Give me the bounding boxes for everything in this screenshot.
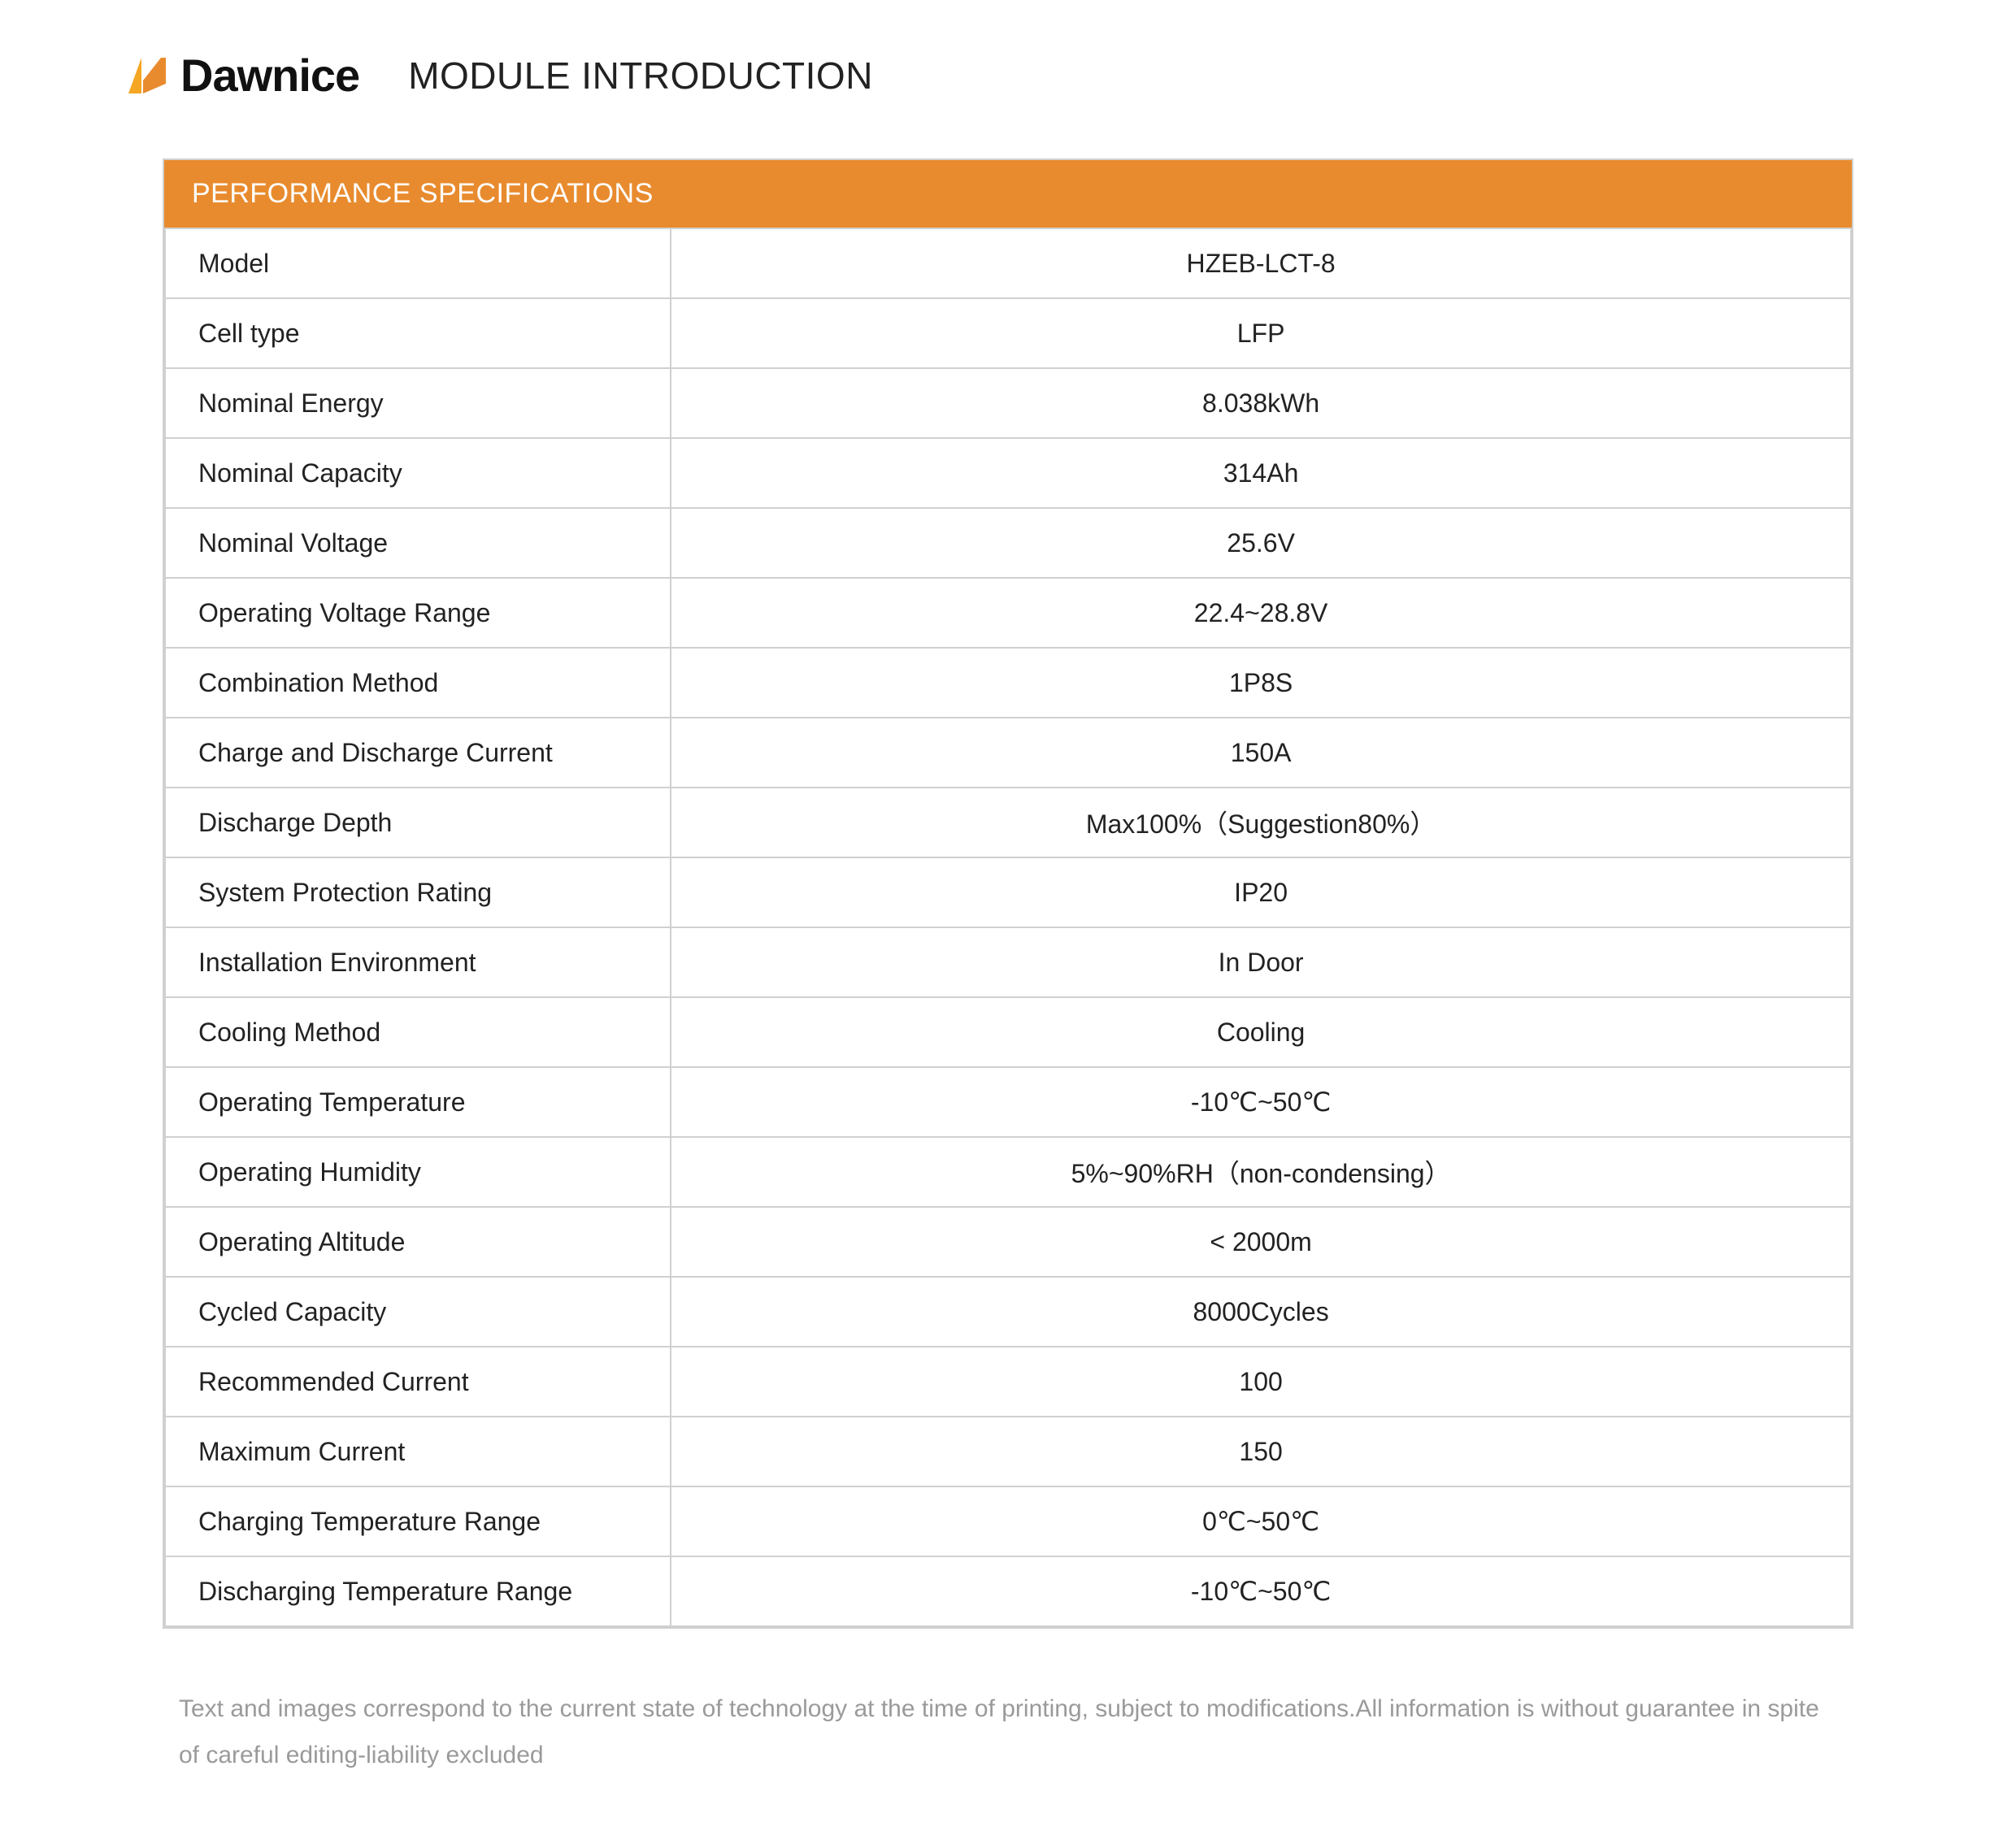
spec-label: Operating Voltage Range [165,578,671,648]
spec-value: Cooling [671,997,1851,1067]
spec-label: Nominal Voltage [165,508,671,578]
spec-label: System Protection Rating [165,857,671,927]
table-row: Nominal Capacity314Ah [165,438,1851,508]
page-header: Dawnice MODULE INTRODUCTION [114,49,1902,102]
spec-table: ModelHZEB-LCT-8Cell typeLFPNominal Energ… [164,228,1852,1627]
table-row: Nominal Energy8.038kWh [165,368,1851,438]
table-row: Operating Humidity5%~90%RH（non-condensin… [165,1137,1851,1207]
spec-label: Model [165,228,671,298]
table-row: Cycled Capacity8000Cycles [165,1277,1851,1347]
spec-value: 150 [671,1417,1851,1486]
spec-label: Cooling Method [165,997,671,1067]
spec-value: 22.4~28.8V [671,578,1851,648]
spec-label: Operating Humidity [165,1137,671,1207]
spec-label: Combination Method [165,648,671,718]
spec-value: 25.6V [671,508,1851,578]
spec-value: < 2000m [671,1207,1851,1277]
spec-card: PERFORMANCE SPECIFICATIONS ModelHZEB-LCT… [163,158,1853,1629]
spec-label: Cycled Capacity [165,1277,671,1347]
spec-label: Cell type [165,298,671,368]
spec-label: Operating Temperature [165,1067,671,1137]
table-row: Charging Temperature Range0℃~50℃ [165,1486,1851,1556]
brand-logo: Dawnice [122,49,359,102]
table-row: Charge and Discharge Current150A [165,718,1851,788]
spec-label: Recommended Current [165,1347,671,1417]
spec-label: Nominal Capacity [165,438,671,508]
brand-logo-icon [122,51,171,100]
table-row: Maximum Current150 [165,1417,1851,1486]
spec-label: Discharge Depth [165,788,671,857]
spec-value: Max100%（Suggestion80%） [671,788,1851,857]
spec-value: 1P8S [671,648,1851,718]
page-title: MODULE INTRODUCTION [408,54,873,98]
spec-label: Charge and Discharge Current [165,718,671,788]
spec-label: Installation Environment [165,927,671,997]
table-row: Installation EnvironmentIn Door [165,927,1851,997]
spec-label: Nominal Energy [165,368,671,438]
spec-value: 150A [671,718,1851,788]
table-row: Operating Temperature-10℃~50℃ [165,1067,1851,1137]
table-row: Cooling MethodCooling [165,997,1851,1067]
table-row: Discharge DepthMax100%（Suggestion80%） [165,788,1851,857]
spec-label: Charging Temperature Range [165,1486,671,1556]
spec-value: 0℃~50℃ [671,1486,1851,1556]
spec-header: PERFORMANCE SPECIFICATIONS [164,160,1852,228]
spec-value: 5%~90%RH（non-condensing） [671,1137,1851,1207]
table-row: Operating Voltage Range22.4~28.8V [165,578,1851,648]
spec-value: IP20 [671,857,1851,927]
spec-label: Discharging Temperature Range [165,1556,671,1626]
footnote: Text and images correspond to the curren… [179,1686,1837,1778]
table-row: ModelHZEB-LCT-8 [165,228,1851,298]
spec-label: Operating Altitude [165,1207,671,1277]
spec-value: HZEB-LCT-8 [671,228,1851,298]
brand-name: Dawnice [180,49,359,102]
table-row: Nominal Voltage25.6V [165,508,1851,578]
spec-value: In Door [671,927,1851,997]
spec-value: -10℃~50℃ [671,1067,1851,1137]
table-row: Cell typeLFP [165,298,1851,368]
spec-label: Maximum Current [165,1417,671,1486]
table-row: Discharging Temperature Range-10℃~50℃ [165,1556,1851,1626]
spec-value: 314Ah [671,438,1851,508]
spec-value: 8000Cycles [671,1277,1851,1347]
table-row: Combination Method1P8S [165,648,1851,718]
table-row: Recommended Current100 [165,1347,1851,1417]
spec-value: LFP [671,298,1851,368]
table-row: Operating Altitude< 2000m [165,1207,1851,1277]
spec-value: 8.038kWh [671,368,1851,438]
spec-value: -10℃~50℃ [671,1556,1851,1626]
table-row: System Protection RatingIP20 [165,857,1851,927]
spec-value: 100 [671,1347,1851,1417]
